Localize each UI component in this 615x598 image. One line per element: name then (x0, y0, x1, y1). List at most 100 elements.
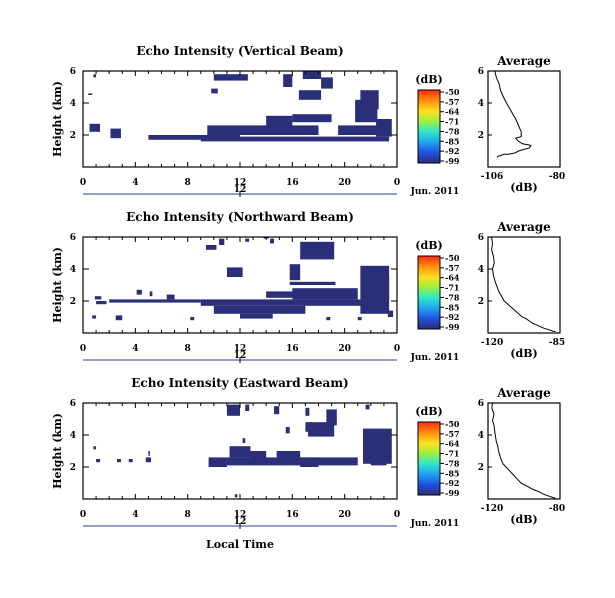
colorbar-units: (dB) (415, 405, 442, 418)
colorbar (417, 89, 441, 164)
echo-cell (229, 446, 251, 458)
echo-cell (245, 404, 250, 411)
echo-cell (298, 90, 322, 100)
colorbar-tick-label: -50 (445, 419, 460, 429)
echo-cell (94, 296, 102, 300)
colorbar-tick-label: -64 (445, 107, 460, 117)
echo-cell (213, 305, 306, 314)
echo-cell (93, 446, 97, 450)
echo-cell (370, 457, 387, 466)
echo-cell (92, 315, 97, 319)
y-tick-label: 4 (478, 99, 484, 109)
echo-cell (128, 459, 133, 463)
colorbar-tick-label: -78 (445, 458, 460, 468)
date-label: Jun. 2011 (410, 519, 460, 529)
echo-cell (109, 299, 201, 303)
average-x-label: (dB) (510, 181, 537, 194)
x-axis-label: Local Time (206, 538, 274, 551)
echo-cell (149, 291, 153, 297)
x-tick-label: -106 (481, 172, 504, 182)
colorbar-tick-label: -99 (445, 488, 460, 498)
y-tick-label: 4 (70, 99, 76, 109)
x-tick-label: 12 (234, 178, 247, 188)
x-tick-label: -85 (549, 338, 565, 348)
echo-cell (96, 301, 107, 305)
echo-cell (376, 119, 392, 137)
echo-cell (326, 409, 337, 426)
echo-cell (208, 457, 227, 467)
y-axis-label: Height (km) (51, 81, 64, 157)
plot-frame (82, 236, 398, 334)
echo-cell (266, 291, 295, 298)
echo-cell (357, 317, 362, 321)
y-tick-label: 6 (70, 233, 76, 243)
echo-cell (226, 404, 240, 416)
colorbar-tick-label: -78 (445, 126, 460, 136)
x-tick-label: 16 (286, 510, 299, 520)
echo-cell (207, 125, 319, 135)
echo-cell (190, 317, 195, 321)
x-tick-label: 0 (394, 510, 400, 520)
colorbar-tick-label: -99 (445, 156, 460, 166)
colorbar-tick-label: -64 (445, 273, 460, 283)
echo-cell (213, 74, 248, 81)
colorbar-units: (dB) (415, 73, 442, 86)
colorbar-tick-label: -78 (445, 292, 460, 302)
x-tick-label: -80 (549, 172, 565, 182)
colorbar-tick-label: -57 (445, 97, 459, 107)
colorbar-tick-label: -85 (445, 302, 459, 312)
echo-cell (276, 451, 301, 459)
echo-cell (300, 457, 319, 467)
echo-cell (93, 74, 97, 78)
colorbar-tick-label: -85 (445, 136, 459, 146)
date-label: Jun. 2011 (410, 353, 460, 363)
y-tick-label: 2 (478, 297, 484, 307)
echo-cell (302, 71, 322, 79)
average-profile-line (494, 70, 532, 158)
echo-cell (200, 136, 390, 142)
y-axis-label: Height (km) (51, 413, 64, 489)
average-profile-line (491, 402, 556, 499)
y-tick-label: 6 (478, 67, 484, 77)
x-tick-label: 0 (80, 178, 86, 188)
date-tick-label: 12 (234, 185, 247, 195)
y-tick-label: 4 (478, 431, 484, 441)
y-tick-label: 2 (478, 463, 484, 473)
y-tick-label: 4 (70, 431, 76, 441)
panel-title: Echo Intensity (Eastward Beam) (131, 376, 348, 390)
echo-cell (211, 88, 218, 94)
colorbar (417, 421, 441, 496)
x-tick-label: 16 (286, 178, 299, 188)
panel-title: Echo Intensity (Vertical Beam) (136, 44, 343, 58)
average-x-label: (dB) (510, 513, 537, 526)
x-tick-label: 12 (234, 510, 247, 520)
echo-cell (96, 459, 101, 463)
echo-cell (219, 238, 225, 245)
colorbar-tick-label: -92 (445, 312, 459, 322)
echo-cell (250, 451, 267, 461)
echo-cell (305, 407, 310, 416)
x-tick-label: 4 (132, 178, 138, 188)
colorbar-tick-label: -71 (445, 117, 459, 127)
echo-cell (145, 457, 152, 463)
echo-cell (387, 310, 394, 317)
x-tick-label: -120 (481, 338, 504, 348)
y-tick-label: 2 (70, 463, 76, 473)
plot-frame (82, 70, 398, 168)
echo-cell (274, 406, 280, 415)
average-frame (487, 236, 561, 334)
y-axis-label: Height (km) (51, 247, 64, 323)
echo-cell (234, 494, 238, 498)
echo-cell (200, 299, 387, 306)
colorbar-tick-label: -57 (445, 429, 459, 439)
echo-cell (88, 93, 93, 95)
echo-cell (326, 317, 331, 321)
echo-cell (240, 313, 273, 319)
x-tick-label: 8 (185, 344, 191, 354)
y-tick-label: 6 (478, 233, 484, 243)
average-profile-line (491, 236, 556, 333)
echo-cell (308, 422, 335, 437)
x-tick-label: 4 (132, 344, 138, 354)
x-tick-label: 12 (234, 344, 247, 354)
x-tick-label: -80 (549, 504, 565, 514)
